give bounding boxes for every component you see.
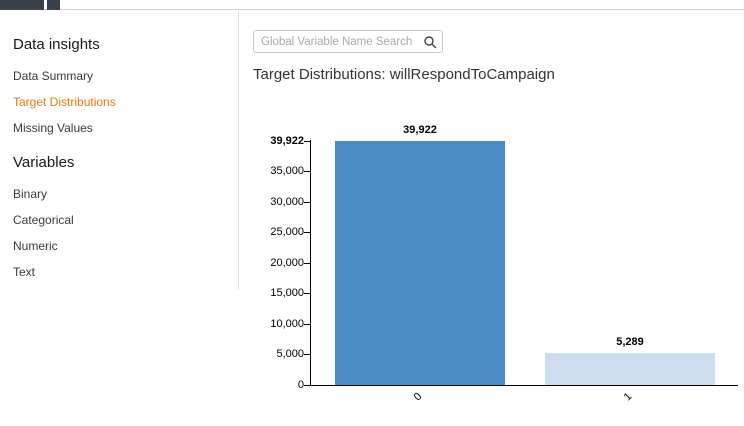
y-axis-tick bbox=[304, 293, 310, 295]
search-icon[interactable] bbox=[423, 35, 437, 49]
global-variable-search[interactable] bbox=[253, 30, 443, 53]
x-axis-tick-label: 1 bbox=[621, 390, 635, 404]
y-axis-tick bbox=[304, 141, 310, 142]
top-tab-fragment-small[interactable] bbox=[47, 0, 60, 10]
sidebar-divider bbox=[238, 11, 239, 289]
sidebar-item-binary[interactable]: Binary bbox=[13, 187, 48, 201]
search-input[interactable] bbox=[261, 35, 423, 48]
sidebar-item-numeric[interactable]: Numeric bbox=[13, 239, 58, 253]
bar-value-label: 5,289 bbox=[616, 335, 644, 348]
sidebar-item-missing-values[interactable]: Missing Values bbox=[13, 121, 93, 135]
sidebar-item-text[interactable]: Text bbox=[13, 265, 36, 279]
y-axis-tick-label: 35,000 bbox=[270, 165, 304, 178]
y-axis-tick-label: 25,000 bbox=[270, 226, 304, 239]
sidebar: Data insights Data Summary Target Distri… bbox=[13, 36, 225, 292]
y-axis-tick-label: 30,000 bbox=[270, 195, 304, 208]
y-axis-tick-label: 20,000 bbox=[270, 256, 304, 269]
y-axis-tick-label: 39,922 bbox=[270, 135, 304, 147]
bar-category-0[interactable] bbox=[335, 141, 505, 385]
top-tab-fragment[interactable] bbox=[0, 0, 44, 10]
y-axis-tick bbox=[304, 232, 310, 234]
sidebar-heading-data-insights: Data insights bbox=[13, 36, 100, 53]
sidebar-heading-variables: Variables bbox=[13, 154, 75, 171]
top-chrome-bar bbox=[0, 0, 744, 10]
y-axis-tick-label: 0 bbox=[297, 379, 304, 391]
x-axis-tick-label: 0 bbox=[411, 390, 425, 404]
sidebar-item-target-distributions[interactable]: Target Distributions bbox=[13, 95, 116, 109]
y-axis-tick bbox=[304, 171, 310, 173]
y-axis-tick-label: 10,000 bbox=[270, 317, 304, 330]
page-title: Target Distributions: willRespondToCampa… bbox=[253, 66, 555, 83]
bar-category-1[interactable] bbox=[545, 352, 715, 385]
y-axis-tick-label: 5,000 bbox=[276, 348, 304, 361]
y-axis-tick bbox=[304, 262, 310, 264]
y-axis-tick bbox=[304, 385, 310, 386]
sidebar-item-data-summary[interactable]: Data Summary bbox=[13, 69, 94, 83]
sidebar-item-categorical[interactable]: Categorical bbox=[13, 213, 74, 227]
y-axis-tick bbox=[304, 354, 310, 356]
x-axis-line bbox=[310, 385, 738, 386]
y-axis-tick bbox=[304, 323, 310, 325]
y-axis-tick bbox=[304, 201, 310, 203]
y-axis-tick-label: 15,000 bbox=[270, 287, 304, 300]
bar-value-label: 39,922 bbox=[403, 124, 437, 136]
y-axis-line bbox=[310, 140, 311, 386]
